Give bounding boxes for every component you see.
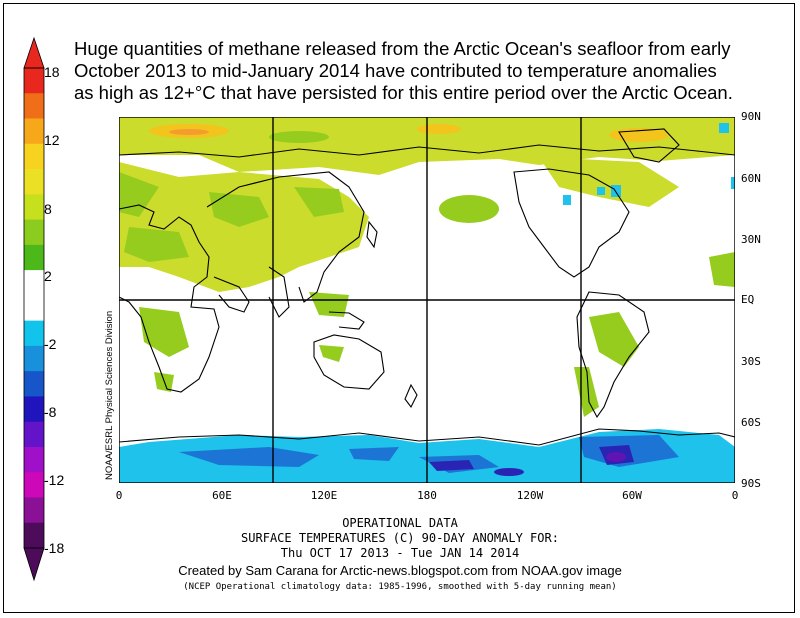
lon-label-180: 180	[417, 489, 437, 502]
map-gridlines	[119, 117, 735, 483]
scale-band	[24, 320, 44, 347]
headline-text: Huge quantities of methane released from…	[74, 38, 733, 103]
scale-band	[24, 118, 44, 145]
lat-label-30s: 30S	[741, 355, 761, 368]
scale-band	[24, 244, 44, 271]
scale-band	[24, 219, 44, 246]
scale-band	[24, 446, 44, 473]
scale-band	[24, 68, 44, 94]
footer-date-range: Thu OCT 17 2013 - Tue JAN 14 2014	[280, 546, 520, 560]
scale-label-12: 12	[44, 132, 60, 148]
lon-label-0-right: 0	[731, 489, 739, 502]
color-scale	[23, 36, 45, 582]
scale-label-minus-8: -8	[44, 404, 57, 420]
scale-band	[24, 421, 44, 448]
side-credit: NOAA/ESRL Physical Sciences Division	[104, 310, 115, 480]
scale-band	[24, 270, 44, 296]
scale-label-minus-18: -18	[44, 540, 65, 556]
scale-band	[24, 93, 44, 120]
northern-cold-patches	[563, 123, 735, 205]
scale-band	[24, 472, 44, 498]
scale-band	[24, 295, 44, 322]
scale-band	[24, 371, 44, 397]
scale-label-minus-12: -12	[44, 472, 65, 488]
scale-label-18: 18	[44, 64, 60, 80]
lat-label-90s: 90S	[741, 477, 761, 490]
scale-band	[24, 522, 44, 549]
lat-label-90n: 90N	[741, 110, 761, 123]
scale-label-2: 2	[44, 268, 52, 284]
footer-created-by: Created by Sam Carana for Arctic-news.bl…	[178, 563, 622, 578]
lat-label-60s: 60S	[741, 416, 761, 429]
scale-band	[24, 169, 44, 195]
lon-label-60e: 60E	[212, 489, 232, 502]
scale-arrow-top	[23, 36, 45, 69]
lon-label-120w: 120W	[516, 489, 544, 502]
lon-label-0-left: 0	[115, 489, 123, 502]
lat-label-eq: EQ	[741, 293, 755, 306]
scale-band	[24, 194, 44, 221]
footer-operational-data: OPERATIONAL DATA	[342, 516, 458, 530]
scale-band	[24, 497, 44, 524]
scale-band	[24, 143, 44, 170]
scale-label-8: 8	[44, 201, 52, 217]
lat-label-60n: 60N	[741, 172, 761, 185]
lon-label-60w: 60W	[622, 489, 642, 502]
footer-ncep-note: (NCEP Operational climatology data: 1985…	[183, 582, 617, 592]
scale-band	[24, 345, 44, 372]
image-frame	[3, 3, 795, 613]
lon-label-120e: 120E	[310, 489, 338, 502]
lat-label-30n: 30N	[741, 233, 761, 246]
scale-band	[24, 396, 44, 423]
americas-warm-area	[439, 157, 735, 465]
scale-label-minus-2: -2	[44, 336, 57, 352]
anomaly-map	[119, 117, 735, 483]
eurasia-warm-area	[119, 162, 369, 392]
footer-surface-temps: SURFACE TEMPERATURES (C) 90-DAY ANOMALY …	[241, 531, 559, 545]
